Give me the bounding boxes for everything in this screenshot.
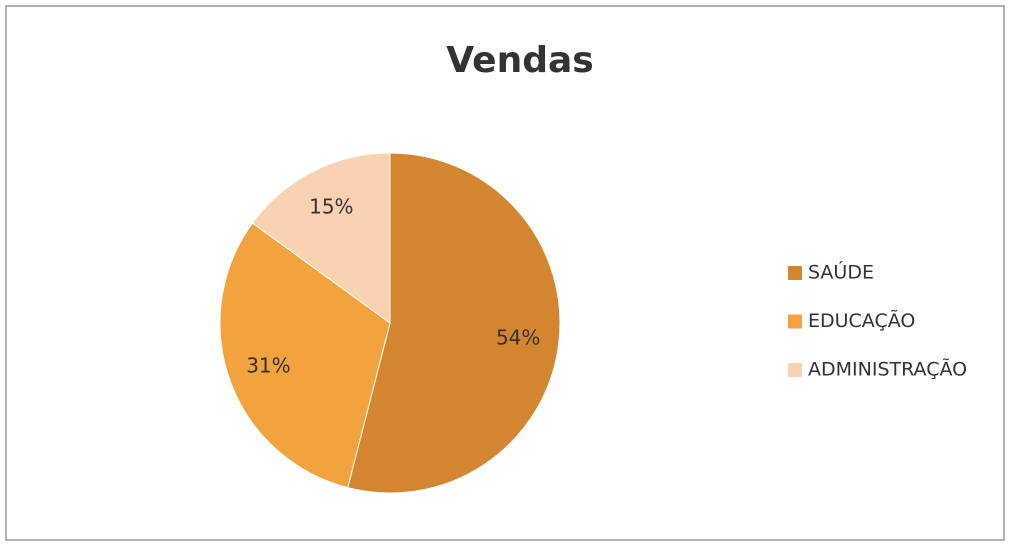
legend-swatch xyxy=(788,266,802,280)
pie-slice xyxy=(251,152,391,324)
legend-swatch xyxy=(788,314,802,329)
pie-slice xyxy=(347,152,561,494)
data-label: 31% xyxy=(246,353,290,377)
legend-label: EDUCAÇÃO xyxy=(808,309,915,332)
legend-label: SAÚDE xyxy=(808,260,874,284)
data-label: 15% xyxy=(309,194,353,218)
chart-title: Vendas xyxy=(446,40,593,81)
legend-swatch xyxy=(788,363,802,377)
pie-slice xyxy=(219,222,391,489)
data-label: 54% xyxy=(496,326,540,350)
legend-label: ADMINISTRAÇÃO xyxy=(808,358,967,381)
